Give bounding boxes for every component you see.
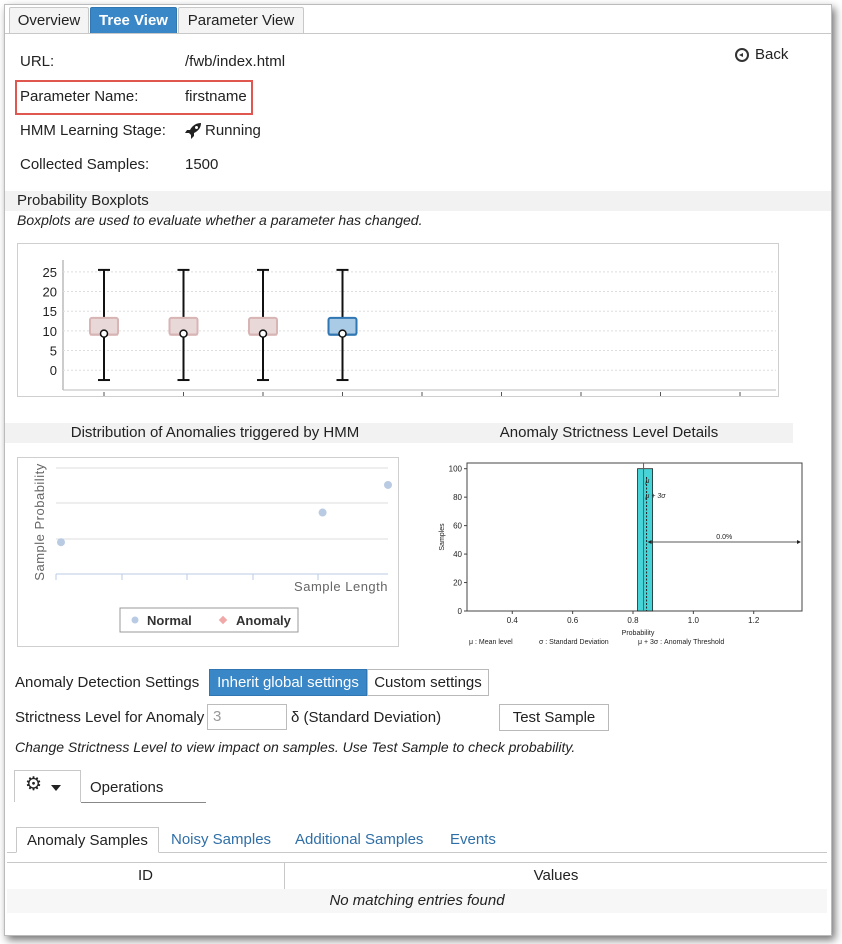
tab-noisy-samples[interactable]: Noisy Samples xyxy=(171,831,272,848)
operations-underline xyxy=(81,802,206,803)
back-link[interactable]: Back xyxy=(735,46,788,63)
parameter-name-highlight xyxy=(15,80,253,115)
tab-events[interactable]: Events xyxy=(450,831,496,848)
y-tick-label: 0 xyxy=(458,607,463,616)
custom-settings-button[interactable]: Custom settings xyxy=(367,669,489,696)
gear-icon: ⚙ xyxy=(25,774,43,795)
y-tick-label: 100 xyxy=(449,465,463,474)
back-label: Back xyxy=(755,46,789,63)
mu-annotation: μ xyxy=(645,478,650,485)
collected-samples-value: 1500 xyxy=(185,156,219,173)
histogram-bar xyxy=(637,468,654,612)
gear-dropdown-button[interactable]: ⚙ xyxy=(14,770,81,802)
legend-anomaly-label: Anomaly xyxy=(236,613,292,628)
strictness-level-input[interactable]: 3 xyxy=(207,704,287,730)
hmm-stage-status: Running xyxy=(185,121,261,139)
tab-parameter-view[interactable]: Parameter View xyxy=(178,7,304,33)
box-mean-point xyxy=(258,329,268,338)
boxplot-chart-container: 25 20 15 10 5 0 xyxy=(17,243,779,397)
boxplot-chart: 25 20 15 10 5 0 xyxy=(43,260,776,396)
column-header-values[interactable]: Values xyxy=(533,867,579,884)
boxplots-subtitle: Boxplots are used to evaluate whether a … xyxy=(17,212,423,228)
top-tab-bar: Overview Tree View Parameter View xyxy=(5,5,831,34)
y-tick-label: 20 xyxy=(453,579,462,588)
percent-label: 0.0% xyxy=(716,534,732,541)
box-mean-point xyxy=(179,329,188,338)
back-arrow-icon xyxy=(735,47,749,62)
y-tick-label: 5 xyxy=(50,344,57,359)
url-value: /fwb/index.html xyxy=(185,53,286,70)
x-axis-label: Probability xyxy=(622,630,655,637)
y-tick-label: 60 xyxy=(453,522,462,531)
inherit-global-settings-button[interactable]: Inherit global settings xyxy=(209,669,367,696)
percent-arrow-right-head xyxy=(797,540,801,544)
caret-down-icon xyxy=(51,785,61,791)
data-point xyxy=(57,538,65,547)
hmm-stage-value: Running xyxy=(205,121,261,139)
x-tick-label: 0.6 xyxy=(567,616,579,625)
delta-label: δ (Standard Deviation) xyxy=(291,709,442,726)
parameter-name-value: firstname xyxy=(185,88,247,105)
y-tick-label: 80 xyxy=(453,493,462,502)
tab-anomaly-samples[interactable]: Anomaly Samples xyxy=(16,827,159,853)
rocket-icon xyxy=(185,123,201,139)
y-tick-label: 0 xyxy=(50,363,57,378)
data-point xyxy=(384,480,392,489)
y-tick-label: 40 xyxy=(453,550,462,559)
y-tick-label: 25 xyxy=(43,265,57,280)
percent-arrow-left-head xyxy=(647,540,652,544)
y-axis-label: Sample Probability xyxy=(32,463,47,580)
x-tick-label: 1.0 xyxy=(688,616,700,625)
data-point xyxy=(318,508,327,517)
x-axis-label: Sample Length xyxy=(294,579,388,594)
y-axis-label: Samples xyxy=(439,523,446,551)
box-mean-point xyxy=(99,329,109,338)
parameter-name-label: Parameter Name: xyxy=(20,88,139,105)
legend-mu: μ : Mean level xyxy=(469,639,513,646)
legend-normal-marker xyxy=(131,616,139,624)
column-header-id[interactable]: ID xyxy=(7,863,285,889)
strictness-chart-container: 100 80 60 40 20 0 0.4 0.6 0.8 1.0 1.2 Samples Probab… xyxy=(433,457,805,647)
x-tick-label: 1.2 xyxy=(748,616,760,625)
operations-label[interactable]: Operations xyxy=(90,779,164,796)
empty-table-message: No matching entries found xyxy=(7,889,827,913)
hmm-stage-label: HMM Learning Stage: xyxy=(20,122,166,139)
strictness-chart: 100 80 60 40 20 0 0.4 0.6 0.8 1.0 1.2 Samples Probab… xyxy=(439,462,803,646)
subtab-baseline xyxy=(7,852,827,853)
test-sample-button[interactable]: Test Sample xyxy=(499,704,609,731)
box-mean-point xyxy=(338,329,347,338)
tab-tree-view[interactable]: Tree View xyxy=(90,7,177,33)
strictness-title: Anomaly Strictness Level Details xyxy=(425,423,793,443)
y-tick-label: 15 xyxy=(43,304,57,319)
tab-additional-samples[interactable]: Additional Samples xyxy=(295,831,424,848)
samples-table-header: ID Values xyxy=(7,862,827,890)
distribution-chart-container: Sample Probability Sample Length Normal Ano… xyxy=(17,457,399,647)
url-label: URL: xyxy=(20,53,55,70)
legend-normal-label: Normal xyxy=(147,613,192,628)
strictness-level-label: Strictness Level for Anomaly xyxy=(15,709,205,726)
y-tick-label: 20 xyxy=(43,285,57,300)
anomaly-detection-settings-label: Anomaly Detection Settings xyxy=(15,674,200,691)
x-tick-label: 0.4 xyxy=(507,616,519,625)
legend-box xyxy=(119,607,299,633)
legend-sigma: σ : Standard Deviation xyxy=(539,639,609,646)
legend-threshold: μ + 3σ : Anomaly Threshold xyxy=(638,639,724,646)
distribution-chart: Sample Probability Sample Length Normal Ano… xyxy=(32,463,392,633)
app-window: Overview Tree View Parameter View Back U… xyxy=(4,4,832,936)
x-tick-label: 0.8 xyxy=(627,616,639,625)
distribution-title: Distribution of Anomalies triggered by H… xyxy=(5,423,425,443)
boxplots-section-title: Probability Boxplots xyxy=(5,191,831,211)
strictness-hint: Change Strictness Level to view impact o… xyxy=(15,739,576,755)
plot-frame xyxy=(466,462,803,612)
tab-overview[interactable]: Overview xyxy=(9,7,89,33)
threshold-annotation: μ + 3σ xyxy=(645,493,667,500)
y-tick-label: 10 xyxy=(43,324,57,339)
collected-samples-label: Collected Samples: xyxy=(20,156,150,173)
